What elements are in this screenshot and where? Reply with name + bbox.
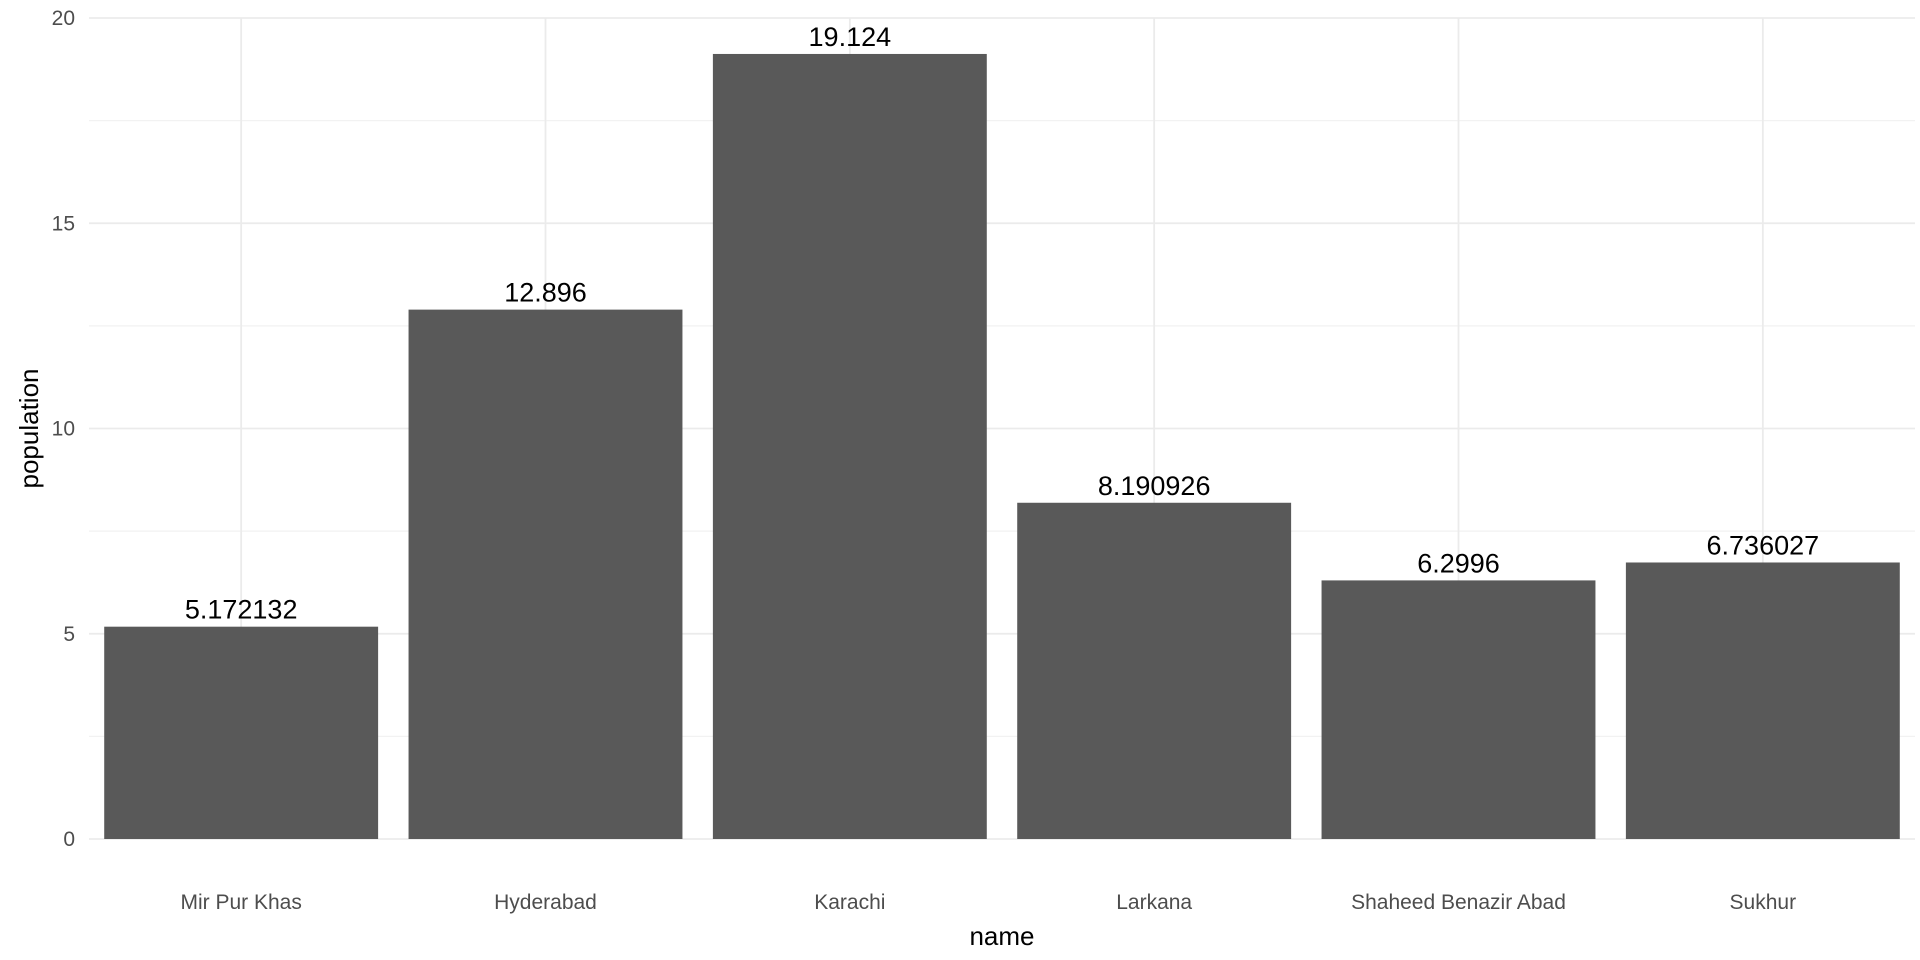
y-tick-label: 20 [52, 7, 75, 30]
data-label: 12.896 [504, 278, 587, 308]
data-label: 6.736027 [1707, 530, 1820, 560]
x-tick-label: Hyderabad [494, 891, 597, 914]
x-tick-label: Sukhur [1730, 891, 1797, 914]
x-axis-ticks: Mir Pur Khas Hyderabad Karachi Larkana Shahe… [180, 891, 1796, 914]
x-tick-label: Karachi [814, 891, 885, 914]
bar [408, 309, 683, 839]
data-label: 8.190926 [1098, 471, 1211, 501]
y-tick-label: 10 [52, 418, 75, 441]
y-axis-ticks: 0 5 10 15 20 [52, 7, 75, 851]
x-tick-label: Larkana [1116, 891, 1192, 914]
x-tick-label: Shaheed Benazir Abad [1351, 891, 1566, 914]
y-tick-label: 5 [63, 623, 75, 646]
bars [104, 53, 1900, 840]
y-axis-title: population [14, 369, 44, 489]
bar [104, 626, 379, 839]
bar [1017, 502, 1292, 839]
bar [1625, 562, 1900, 839]
data-labels: 5.172132 12.896 19.124 8.190926 6.2996 6.7360… [185, 22, 1819, 625]
bar [712, 53, 987, 840]
data-label: 5.172132 [185, 595, 298, 625]
y-tick-label: 15 [52, 212, 75, 235]
data-label: 6.2996 [1417, 548, 1500, 578]
x-axis-title: name [969, 921, 1034, 951]
data-label: 19.124 [809, 22, 892, 52]
y-tick-label: 0 [63, 828, 75, 851]
x-tick-label: Mir Pur Khas [180, 891, 301, 914]
bar [1321, 580, 1596, 839]
